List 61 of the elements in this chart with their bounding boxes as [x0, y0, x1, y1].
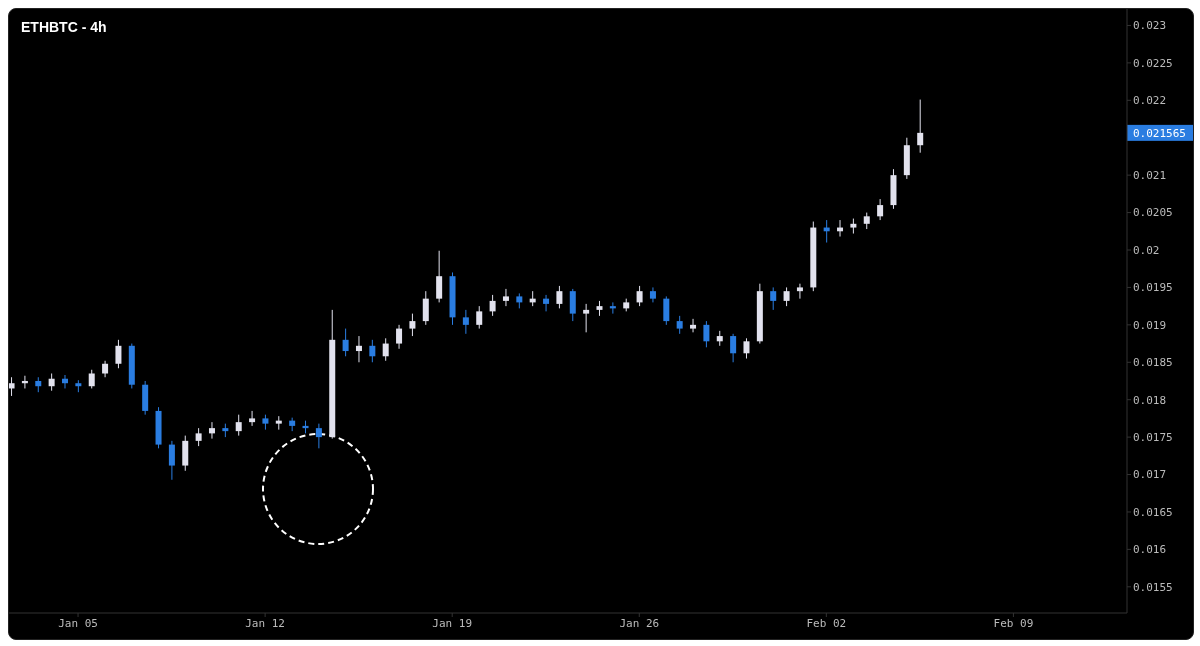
candlestick: [409, 313, 416, 337]
candlestick: [489, 294, 496, 317]
candlestick: [663, 295, 670, 326]
text: ETHBTC - 4h: [21, 19, 107, 35]
candlestick: [703, 320, 710, 348]
y-tick-label: 0.0195: [1133, 281, 1173, 295]
y-tick-label: 0.0205: [1133, 206, 1173, 220]
y-tick-label: 0.0225: [1133, 56, 1173, 70]
candlestick: [369, 339, 376, 363]
candlestick: [770, 286, 777, 311]
candlestick: [583, 303, 590, 333]
candlestick: [609, 301, 616, 315]
candlestick: [502, 288, 509, 307]
candlestick: [436, 250, 443, 303]
candlestick: [730, 333, 737, 363]
candlestick: [917, 99, 924, 154]
candlestick: [249, 410, 256, 427]
text: 0.021565: [1133, 126, 1186, 140]
candlestick: [783, 286, 790, 307]
y-tick-label: 0.018: [1133, 393, 1167, 407]
candlestick: [462, 309, 469, 335]
candlestick: [649, 286, 656, 303]
candlestick: [396, 324, 403, 350]
candlestick: [556, 285, 563, 309]
candlestick: [21, 375, 28, 389]
y-tick-label: 0.019: [1133, 318, 1167, 332]
x-tick-label: Jan 19: [432, 616, 473, 630]
y-tick-label: 0.0165: [1133, 505, 1173, 519]
candlestick: [208, 421, 215, 440]
x-tick-label: Feb 02: [806, 616, 847, 630]
y-tick-label: 0.022: [1133, 94, 1167, 108]
candlestick: [382, 337, 389, 362]
candlestick: [168, 440, 175, 481]
candlestick: [422, 290, 429, 326]
candlestick: [569, 288, 576, 322]
candlestick: [88, 369, 95, 389]
y-tick-label: 0.017: [1133, 468, 1167, 482]
y-tick-label: 0.0175: [1133, 431, 1173, 445]
y-tick-label: 0.0185: [1133, 356, 1173, 370]
candlestick: [690, 318, 697, 333]
candlestick: [636, 285, 643, 307]
candlestick: [796, 283, 803, 300]
candlestick: [877, 198, 884, 221]
y-tick-label: 0.021: [1133, 169, 1167, 183]
candlestick: [355, 335, 362, 363]
candlestick: [235, 414, 242, 437]
candlestick: [342, 328, 349, 357]
x-tick-label: Jan 12: [245, 616, 285, 630]
candlestick: [476, 305, 483, 330]
candlestick: [115, 339, 122, 369]
candlestick: [9, 376, 15, 397]
x-tick-label: Feb 09: [993, 616, 1034, 630]
y-tick-label: 0.016: [1133, 543, 1167, 557]
x-tick-label: Jan 26: [619, 616, 660, 630]
y-tick-label: 0.023: [1133, 19, 1167, 33]
candlestick: [743, 337, 750, 360]
y-tick-label: 0.0155: [1133, 580, 1173, 594]
candlestick: [543, 294, 550, 312]
y-tick-label: 0.02: [1133, 243, 1160, 257]
x-tick-label: Jan 05: [58, 616, 98, 630]
candlestick: [315, 423, 322, 449]
